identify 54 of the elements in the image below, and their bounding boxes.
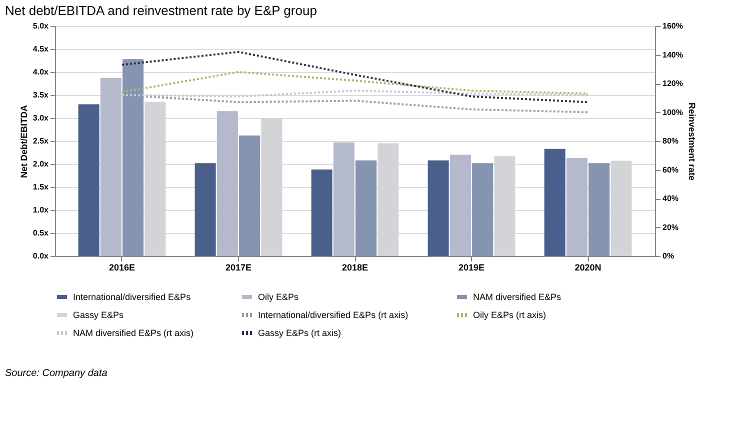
bar [472,163,494,256]
y2-axis-title: Reinvestment rate [686,102,697,181]
y-tick-label: 3.0x [32,114,50,122]
legend-label: International/diversified E&Ps [73,292,192,302]
bar [239,135,260,256]
y-tick-label: 4.0x [32,68,50,76]
y2-tick-label: 120% [662,79,683,88]
legend-label: International/diversified E&Ps (rt axis) [258,310,408,320]
legend-label: Oily E&Ps (rt axis) [473,310,546,320]
line-series [120,50,590,104]
bar [216,111,238,256]
y2-tick-label: 100% [662,108,683,117]
y-tick-label: 0.0x [32,252,50,260]
y2-tick-label: 20% [662,222,679,232]
bar [356,160,377,256]
bar [428,160,449,256]
legend-label: Gassy E&Ps [73,310,124,320]
bar [78,104,100,256]
bar [544,148,566,256]
legend-label: Gassy E&Ps (rt axis) [258,328,342,338]
bar [450,154,471,256]
x-tick-label: 2018E [342,262,368,272]
chart-title: Net debt/EBITDA and reinvestment rate by E&P group [5,3,317,18]
x-tick-label: 2019E [458,262,485,272]
legend-label: NAM diversified E&Ps (rt axis) [73,328,194,338]
y-tick-label: 1.0x [32,206,50,214]
y-tick-label: 0.5x [32,228,50,238]
bar [122,59,144,256]
source-note: Source: Company data [5,368,108,379]
bar [311,170,332,256]
bar [333,142,354,256]
x-tick-label: 2017E [225,262,252,272]
y-tick-label: 1.5x [32,182,50,192]
y2-tick-label: 160% [662,22,683,30]
y-tick-label: 3.5x [32,90,50,100]
y-tick-label: 2.5x [32,136,50,146]
bar [588,163,610,256]
x-tick-label: 2016E [108,262,136,272]
bar [566,158,588,256]
y2-tick-label: 140% [662,50,683,60]
y2-tick-label: 40% [662,194,679,203]
bar [194,163,216,256]
y-tick-label: 4.5x [32,44,50,54]
x-tick-label: 2020N [574,262,602,272]
y-tick-label: 2.0x [32,160,50,168]
legend-label: NAM diversified E&Ps [473,292,562,302]
y-tick-label: 5.0x [32,22,50,30]
y2-tick-label: 60% [662,165,679,174]
line-series [120,71,590,95]
bar [100,78,122,256]
y2-tick-label: 80% [662,136,679,146]
y2-tick-label: 0% [662,252,674,260]
y-axis-title: Net Debt/EBITDA [18,104,29,178]
legend-label: Oily E&Ps [258,292,300,302]
